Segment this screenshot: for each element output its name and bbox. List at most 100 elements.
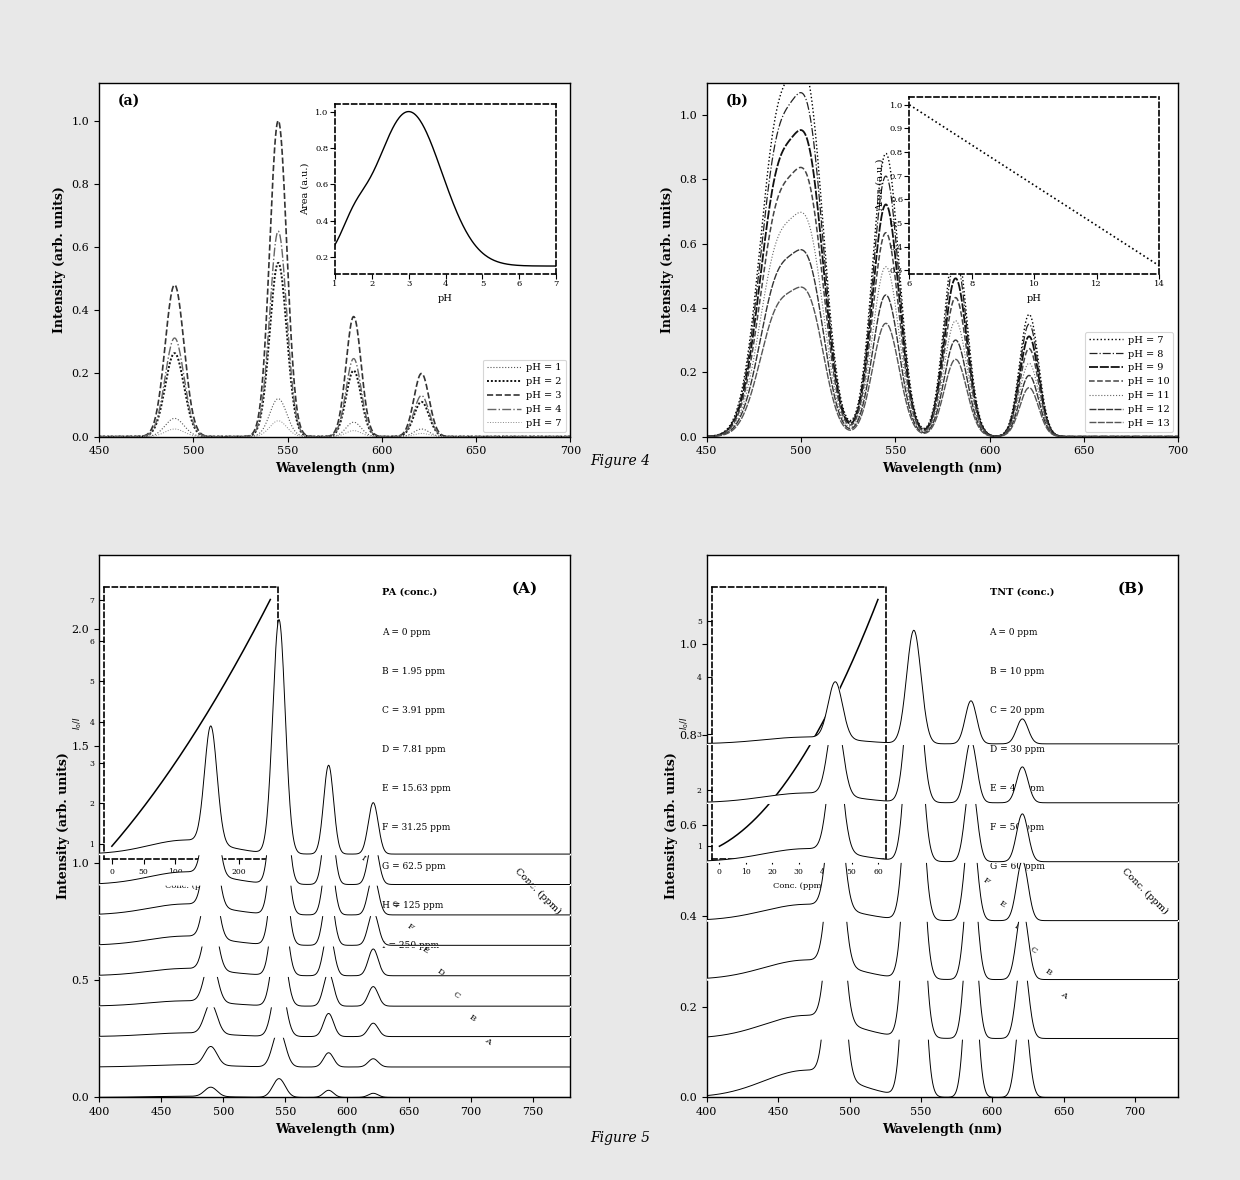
- pH = 1: [213, 430, 228, 444]
- Text: G = 60 ppm: G = 60 ppm: [990, 863, 1044, 871]
- X-axis label: Wavelength (nm): Wavelength (nm): [274, 1122, 396, 1135]
- Text: F: F: [982, 877, 991, 886]
- pH = 2: [407, 407, 422, 421]
- pH = 1: [448, 430, 463, 444]
- pH = 13: [792, 280, 807, 294]
- Text: (a): (a): [118, 93, 140, 107]
- pH = 2: [92, 430, 107, 444]
- pH = 1: [563, 430, 578, 444]
- X-axis label: Wavelength (nm): Wavelength (nm): [274, 461, 396, 474]
- X-axis label: Wavelength (nm): Wavelength (nm): [882, 1122, 1003, 1135]
- Line: pH = 11: pH = 11: [707, 212, 1178, 437]
- pH = 3: [92, 430, 107, 444]
- pH = 12: [821, 360, 836, 374]
- pH = 11: [978, 426, 993, 440]
- Text: (b): (b): [725, 93, 749, 107]
- pH = 11: [1171, 430, 1185, 444]
- pH = 8: [782, 96, 797, 110]
- pH = 13: [1171, 430, 1185, 444]
- pH = 9: [1014, 353, 1029, 367]
- pH = 9: [792, 123, 807, 137]
- Text: (A): (A): [511, 582, 537, 596]
- Text: C: C: [451, 990, 461, 1001]
- Text: H: H: [373, 876, 384, 886]
- Text: F: F: [405, 922, 414, 932]
- pH = 1: [175, 417, 190, 431]
- Text: E = 40 ppm: E = 40 ppm: [990, 785, 1044, 793]
- pH = 4: [213, 430, 228, 444]
- Text: TNT (conc.): TNT (conc.): [990, 588, 1054, 596]
- Text: (B): (B): [1117, 582, 1145, 596]
- Y-axis label: Intensity (arb. units): Intensity (arb. units): [665, 753, 678, 899]
- pH = 7: [978, 424, 993, 438]
- pH = 8: [792, 86, 807, 100]
- pH = 12: [1171, 430, 1185, 444]
- pH = 7: [914, 419, 929, 433]
- Text: G: G: [389, 899, 399, 910]
- Text: C = 3.91 ppm: C = 3.91 ppm: [382, 706, 445, 715]
- X-axis label: Wavelength (nm): Wavelength (nm): [882, 461, 1003, 474]
- pH = 10: [821, 329, 836, 343]
- Text: C = 20 ppm: C = 20 ppm: [990, 706, 1044, 715]
- pH = 8: [821, 301, 836, 315]
- Y-axis label: Intensity (arb. units): Intensity (arb. units): [57, 753, 71, 899]
- Line: pH = 7: pH = 7: [707, 63, 1178, 437]
- pH = 7: [272, 414, 286, 428]
- pH = 8: [914, 420, 929, 434]
- Text: PA (conc.): PA (conc.): [382, 588, 438, 596]
- Text: D: D: [1012, 922, 1022, 932]
- pH = 8: [1014, 343, 1029, 358]
- Text: G = 62.5 ppm: G = 62.5 ppm: [382, 863, 445, 871]
- pH = 7: [175, 425, 190, 439]
- pH = 7: [563, 430, 578, 444]
- Text: B: B: [1044, 968, 1053, 977]
- Text: Conc. (ppm): Conc. (ppm): [512, 866, 562, 916]
- pH = 3: [213, 430, 228, 444]
- pH = 11: [1014, 373, 1029, 387]
- Legend: pH = 1, pH = 2, pH = 3, pH = 4, pH = 7: pH = 1, pH = 2, pH = 3, pH = 4, pH = 7: [484, 360, 565, 432]
- pH = 9: [914, 421, 929, 435]
- pH = 10: [1171, 430, 1185, 444]
- pH = 3: [448, 430, 463, 444]
- Text: D = 7.81 ppm: D = 7.81 ppm: [382, 745, 445, 754]
- pH = 9: [1171, 430, 1185, 444]
- pH = 8: [1171, 430, 1185, 444]
- pH = 2: [175, 372, 190, 386]
- Line: pH = 2: pH = 2: [99, 263, 570, 437]
- pH = 12: [978, 426, 993, 440]
- pH = 2: [306, 430, 321, 444]
- Text: I = 250 ppm: I = 250 ppm: [382, 940, 439, 950]
- pH = 1: [272, 392, 286, 406]
- pH = 12: [1055, 430, 1070, 444]
- Text: F = 31.25 ppm: F = 31.25 ppm: [382, 824, 450, 832]
- pH = 4: [563, 430, 578, 444]
- pH = 9: [821, 315, 836, 329]
- Line: pH = 1: pH = 1: [99, 399, 570, 437]
- Text: A = 0 ppm: A = 0 ppm: [990, 628, 1038, 637]
- pH = 7: [92, 430, 107, 444]
- pH = 9: [782, 132, 797, 146]
- Line: pH = 7: pH = 7: [99, 421, 570, 437]
- pH = 2: [563, 430, 578, 444]
- pH = 11: [792, 205, 807, 219]
- pH = 7: [782, 67, 797, 81]
- pH = 7: [448, 430, 463, 444]
- Text: E: E: [997, 899, 1007, 910]
- pH = 1: [306, 430, 321, 444]
- pH = 4: [92, 430, 107, 444]
- pH = 9: [978, 425, 993, 439]
- pH = 7: [1014, 335, 1029, 349]
- Text: B: B: [467, 1014, 476, 1023]
- Line: pH = 9: pH = 9: [707, 130, 1178, 437]
- pH = 7: [792, 55, 807, 70]
- Text: D: D: [435, 968, 446, 978]
- Y-axis label: Intensity (arb. units): Intensity (arb. units): [53, 186, 66, 333]
- Text: H = 125 ppm: H = 125 ppm: [382, 902, 443, 911]
- pH = 2: [371, 430, 386, 444]
- pH = 12: [699, 430, 714, 444]
- Line: pH = 4: pH = 4: [99, 231, 570, 437]
- pH = 10: [1055, 430, 1070, 444]
- pH = 13: [1055, 430, 1070, 444]
- pH = 12: [792, 243, 807, 257]
- pH = 2: [272, 256, 286, 270]
